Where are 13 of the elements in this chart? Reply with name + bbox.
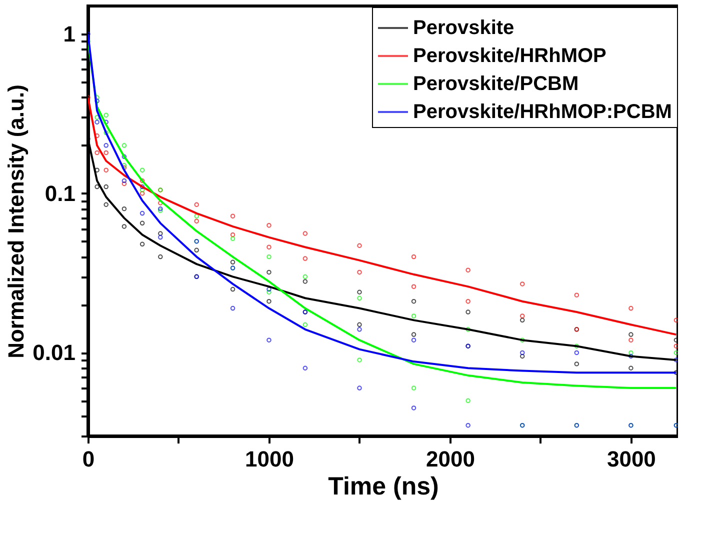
legend-label: Perovskite: [413, 17, 514, 39]
x-axis-title: Time (ns): [328, 472, 439, 500]
x-tick-label: 1000: [245, 446, 294, 472]
legend-label: Perovskite/PCBM: [413, 73, 579, 95]
y-tick-label: 0.1: [44, 180, 76, 206]
x-tick-label: 2000: [426, 446, 475, 472]
y-tick-label: 0.01: [32, 340, 76, 366]
legend-label: Perovskite/HRhMOP: [413, 45, 606, 67]
x-tick-label: 3000: [606, 446, 656, 472]
legend-label: Perovskite/HRhMOP:PCBM: [413, 101, 672, 123]
y-tick-label: 1: [63, 22, 76, 47]
y-axis-title: Normalized Intensity (a.u.): [4, 84, 29, 358]
x-tick-label: 0: [82, 446, 95, 472]
